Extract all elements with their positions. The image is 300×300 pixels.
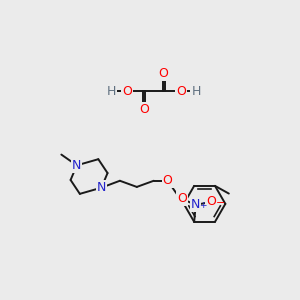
Text: O: O	[177, 192, 187, 205]
Text: O: O	[176, 85, 186, 98]
Text: −: −	[216, 198, 225, 208]
Text: H: H	[191, 85, 201, 98]
Text: N: N	[72, 159, 81, 172]
Text: H: H	[107, 85, 116, 98]
Text: O: O	[140, 103, 149, 116]
Text: O: O	[163, 174, 172, 187]
Text: O: O	[206, 195, 216, 208]
Text: O: O	[158, 67, 168, 80]
Text: N: N	[97, 181, 106, 194]
Text: N: N	[191, 198, 200, 212]
Text: O: O	[122, 85, 132, 98]
Text: +: +	[199, 201, 206, 210]
